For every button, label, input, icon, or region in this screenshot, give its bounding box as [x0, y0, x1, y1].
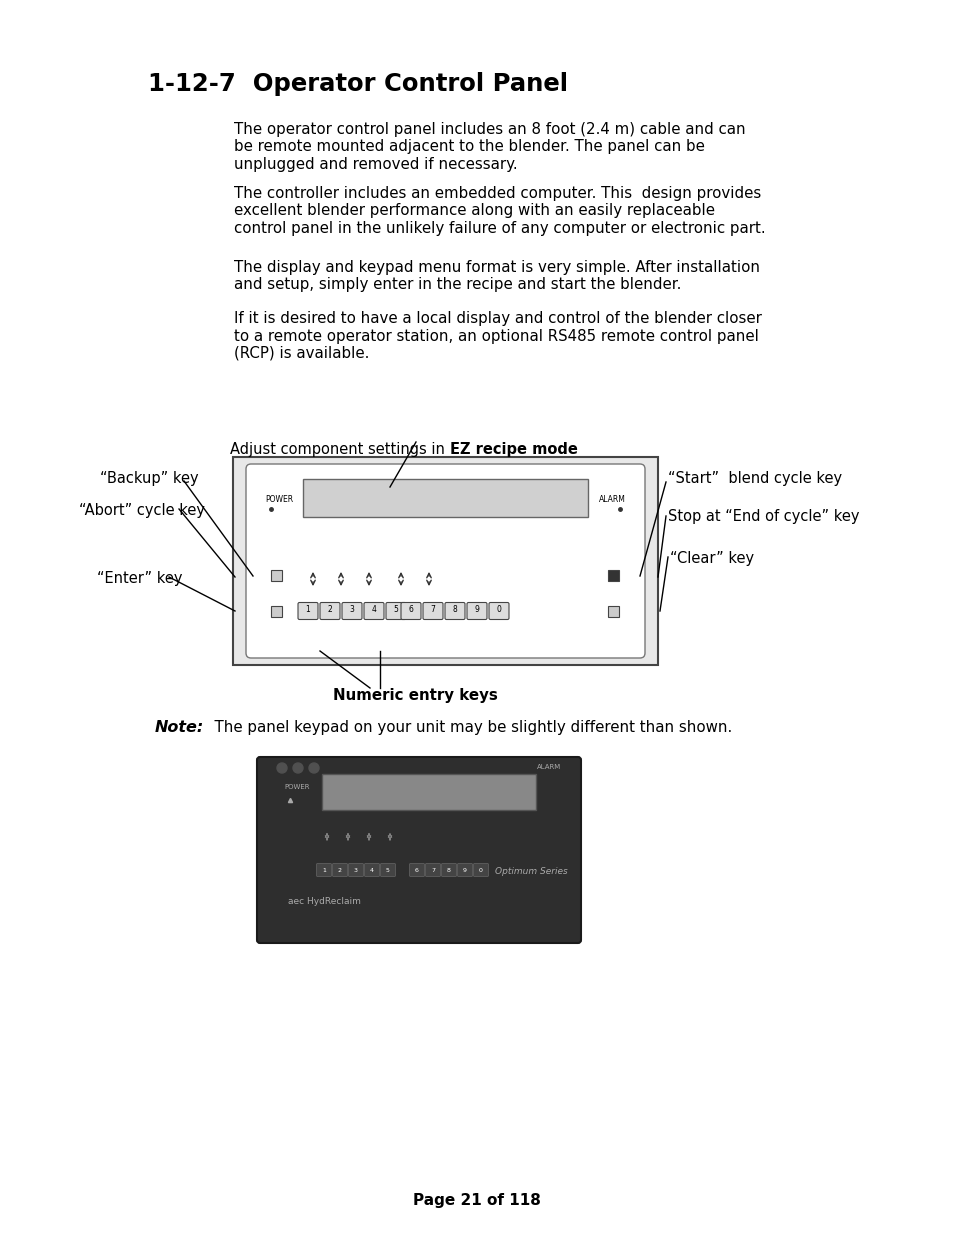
FancyBboxPatch shape	[380, 863, 395, 877]
Text: POWER: POWER	[284, 784, 309, 790]
FancyBboxPatch shape	[473, 863, 488, 877]
Bar	[608, 569, 618, 580]
FancyBboxPatch shape	[348, 863, 363, 877]
FancyBboxPatch shape	[246, 464, 644, 658]
Bar	[272, 569, 282, 580]
FancyBboxPatch shape	[422, 603, 442, 620]
Text: excellent blender performance along with an easily replaceable: excellent blender performance along with…	[233, 204, 714, 219]
Text: The controller includes an embedded computer. This  design provides: The controller includes an embedded comp…	[233, 186, 760, 201]
Text: The panel keypad on your unit may be slightly different than shown.: The panel keypad on your unit may be sli…	[205, 720, 732, 735]
FancyBboxPatch shape	[386, 603, 406, 620]
FancyBboxPatch shape	[316, 863, 331, 877]
Text: 2: 2	[327, 605, 332, 615]
Text: Note:: Note:	[154, 720, 204, 735]
FancyBboxPatch shape	[441, 863, 456, 877]
FancyBboxPatch shape	[467, 603, 486, 620]
Text: 4: 4	[370, 867, 374, 872]
Text: to a remote operator station, an optional RS485 remote control panel: to a remote operator station, an optiona…	[233, 329, 758, 343]
Text: Stop at “End of cycle” key: Stop at “End of cycle” key	[667, 510, 859, 525]
Text: 1: 1	[322, 867, 326, 872]
Text: Page 21 of 118: Page 21 of 118	[413, 1193, 540, 1208]
Text: Adjust component settings in: Adjust component settings in	[231, 442, 450, 457]
FancyBboxPatch shape	[333, 863, 347, 877]
Text: 6: 6	[408, 605, 413, 615]
Circle shape	[293, 763, 303, 773]
FancyBboxPatch shape	[319, 603, 339, 620]
FancyBboxPatch shape	[489, 603, 509, 620]
Circle shape	[309, 763, 318, 773]
Text: Numeric entry keys: Numeric entry keys	[333, 688, 497, 703]
FancyBboxPatch shape	[409, 863, 424, 877]
Bar	[303, 479, 587, 517]
Text: “Abort” cycle key: “Abort” cycle key	[79, 503, 205, 517]
Text: 8: 8	[452, 605, 456, 615]
Text: 0: 0	[478, 867, 482, 872]
FancyBboxPatch shape	[425, 863, 440, 877]
Text: 2: 2	[337, 867, 341, 872]
FancyBboxPatch shape	[400, 603, 420, 620]
Text: 1-12-7  Operator Control Panel: 1-12-7 Operator Control Panel	[148, 72, 567, 96]
Text: EZ recipe mode: EZ recipe mode	[450, 442, 578, 457]
Text: (RCP) is available.: (RCP) is available.	[233, 346, 369, 361]
Text: 9: 9	[474, 605, 479, 615]
Bar	[233, 457, 658, 664]
FancyBboxPatch shape	[457, 863, 472, 877]
Text: POWER: POWER	[265, 495, 293, 504]
Text: If it is desired to have a local display and control of the blender closer: If it is desired to have a local display…	[233, 311, 761, 326]
Text: ALARM: ALARM	[537, 764, 560, 769]
Text: and setup, simply enter in the recipe and start the blender.: and setup, simply enter in the recipe an…	[233, 278, 680, 293]
Text: 5: 5	[386, 867, 390, 872]
Text: “Clear” key: “Clear” key	[669, 551, 753, 566]
Text: unplugged and removed if necessary.: unplugged and removed if necessary.	[233, 157, 517, 172]
Bar	[272, 605, 282, 616]
Text: Optimum Series: Optimum Series	[494, 867, 567, 877]
FancyBboxPatch shape	[364, 863, 379, 877]
Text: 3: 3	[354, 867, 357, 872]
Bar	[322, 774, 536, 810]
Text: aec HydReclaim: aec HydReclaim	[288, 898, 360, 906]
Text: “Enter” key: “Enter” key	[97, 571, 182, 585]
Text: ALARM: ALARM	[598, 495, 625, 504]
Text: The display and keypad menu format is very simple. After installation: The display and keypad menu format is ve…	[233, 261, 760, 275]
Text: be remote mounted adjacent to the blender. The panel can be: be remote mounted adjacent to the blende…	[233, 140, 704, 154]
Text: 7: 7	[431, 867, 435, 872]
Bar	[608, 605, 618, 616]
Text: 4: 4	[371, 605, 376, 615]
FancyBboxPatch shape	[444, 603, 464, 620]
Text: “Start”  blend cycle key: “Start” blend cycle key	[667, 471, 841, 485]
FancyBboxPatch shape	[297, 603, 317, 620]
Text: 5: 5	[394, 605, 398, 615]
Text: The operator control panel includes an 8 foot (2.4 m) cable and can: The operator control panel includes an 8…	[233, 122, 745, 137]
Text: 0: 0	[497, 605, 501, 615]
FancyBboxPatch shape	[364, 603, 384, 620]
FancyBboxPatch shape	[256, 757, 580, 944]
Text: 7: 7	[430, 605, 435, 615]
Text: 9: 9	[462, 867, 467, 872]
Text: 8: 8	[447, 867, 451, 872]
Circle shape	[276, 763, 287, 773]
Text: 3: 3	[349, 605, 355, 615]
Text: control panel in the unlikely failure of any computer or electronic part.: control panel in the unlikely failure of…	[233, 221, 765, 236]
Text: 6: 6	[415, 867, 418, 872]
FancyBboxPatch shape	[341, 603, 361, 620]
Text: “Backup” key: “Backup” key	[100, 471, 198, 485]
Text: 1: 1	[305, 605, 310, 615]
